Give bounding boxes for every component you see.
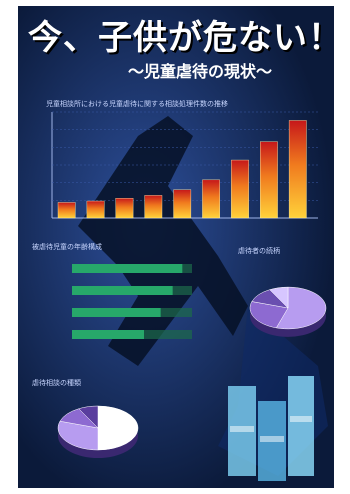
chart2-bar-remainder: [144, 330, 192, 339]
chart1-bar: [57, 202, 76, 219]
chart2-bar-remainder: [160, 308, 192, 317]
chart2-plot: [72, 264, 192, 339]
chart1-bar: [86, 200, 105, 219]
chart1-plot: [51, 111, 318, 219]
poster: 今、子供が危ない！ 〜児童虐待の現状〜 児童相談所における児童虐待に関する相談処…: [18, 6, 334, 488]
chart4-pie-slice: [97, 405, 139, 451]
chart1-bar: [202, 179, 220, 219]
chart2-title: 被虐待児童の年齢構成: [32, 243, 102, 251]
poster-headline: 今、子供が危ない！: [28, 18, 334, 58]
chart3-title: 虐待者の続柄: [238, 247, 280, 255]
chart2-bar: [72, 330, 144, 339]
chart4-pie-slice: [57, 420, 99, 451]
chart2-bar-remainder: [182, 264, 192, 273]
chart4-pie-slice: [78, 405, 99, 429]
chart1-bar: [260, 141, 278, 219]
chart1-bar: [115, 198, 134, 219]
poster-subtitle: 〜児童虐待の現状〜: [128, 62, 273, 81]
chart3-pie-slice: [275, 286, 327, 330]
chart2-bar: [72, 308, 161, 317]
chart1-bar: [231, 159, 249, 219]
chart3-plot: [249, 286, 327, 337]
chart1-bar: [288, 120, 307, 219]
chart2-bar: [72, 264, 183, 273]
chart1-bar: [173, 189, 192, 219]
chart1-bar: [144, 195, 163, 219]
stair-blocks-art: [228, 376, 314, 481]
chart1-title: 児童相談所における児童虐待に関する相談処理件数の推移: [46, 100, 228, 108]
chart4-title: 虐待相談の種類: [32, 379, 81, 387]
chart3-pie-slice: [249, 301, 289, 329]
chart4-plot: [57, 405, 139, 458]
chart3-pie-slice: [269, 286, 289, 309]
chart2-bar-remainder: [172, 286, 192, 295]
chart2-bar: [72, 286, 173, 295]
